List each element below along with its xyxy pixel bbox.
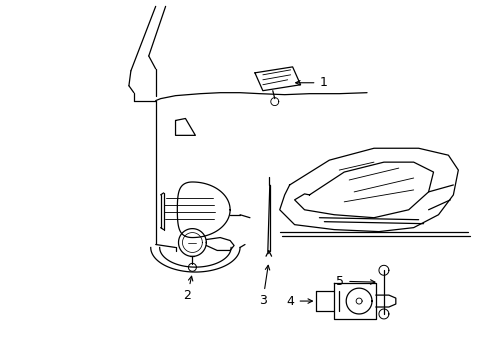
Text: 3: 3 [258, 265, 269, 307]
Text: 1: 1 [295, 76, 326, 89]
Text: 2: 2 [183, 276, 192, 302]
Text: 5: 5 [336, 275, 374, 288]
Text: 4: 4 [286, 294, 312, 307]
